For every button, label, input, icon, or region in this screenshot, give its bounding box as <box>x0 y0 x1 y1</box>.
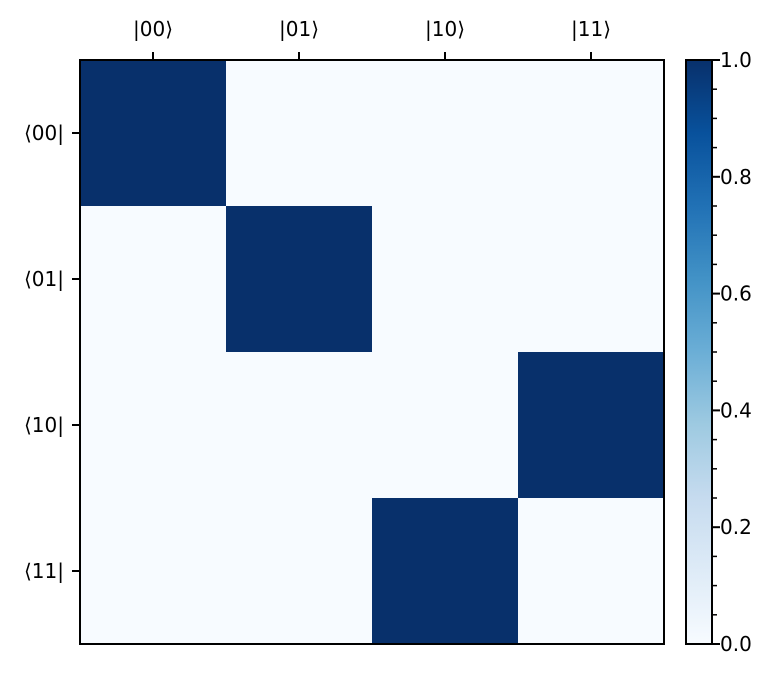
x-tick-label: |11⟩ <box>571 17 611 41</box>
heatmap-cell <box>80 60 226 206</box>
heatmap-cell <box>518 498 664 644</box>
colorbar-tick-label: 1.0 <box>720 48 752 72</box>
plot-frame <box>79 59 665 645</box>
heatmap-cell <box>226 206 372 352</box>
heatmap-cell <box>372 352 518 498</box>
heatmap-cell <box>226 352 372 498</box>
colorbar-gradient <box>686 60 712 644</box>
heatmap-cell <box>518 352 664 498</box>
colorbar-tick-label: 0.8 <box>720 165 752 189</box>
heatmap-cell <box>80 352 226 498</box>
heatmap-cell <box>80 498 226 644</box>
heatmap-cell <box>80 206 226 352</box>
x-tick-label: |00⟩ <box>133 17 173 41</box>
x-tick-label: |10⟩ <box>425 17 465 41</box>
heatmap-cell <box>226 60 372 206</box>
heatmap-cell <box>518 60 664 206</box>
y-tick-label: ⟨01| <box>24 267 64 291</box>
colorbar-tick-label: 0.6 <box>720 282 752 306</box>
y-tick-label: ⟨10| <box>24 413 64 437</box>
heatmap-cell <box>372 498 518 644</box>
colorbar-tick-label: 0.2 <box>720 515 752 539</box>
colorbar-axis: 0.0 0.2 0.4 0.6 0.8 1.0 <box>712 48 752 656</box>
x-tick-label: |01⟩ <box>279 17 319 41</box>
x-axis: |00⟩ |01⟩ |10⟩ |11⟩ <box>133 17 611 60</box>
heatmap-cell <box>372 206 518 352</box>
heatmap-cell <box>372 60 518 206</box>
colorbar-tick-label: 0.0 <box>720 632 752 656</box>
y-tick-label: ⟨00| <box>24 121 64 145</box>
y-tick-label: ⟨11| <box>24 559 64 583</box>
heatmap-cell <box>226 498 372 644</box>
heatmap-cell <box>518 206 664 352</box>
y-axis: ⟨00| ⟨01| ⟨10| ⟨11| <box>24 121 80 583</box>
plot-area <box>80 60 664 644</box>
colorbar-tick-label: 0.4 <box>720 398 752 422</box>
